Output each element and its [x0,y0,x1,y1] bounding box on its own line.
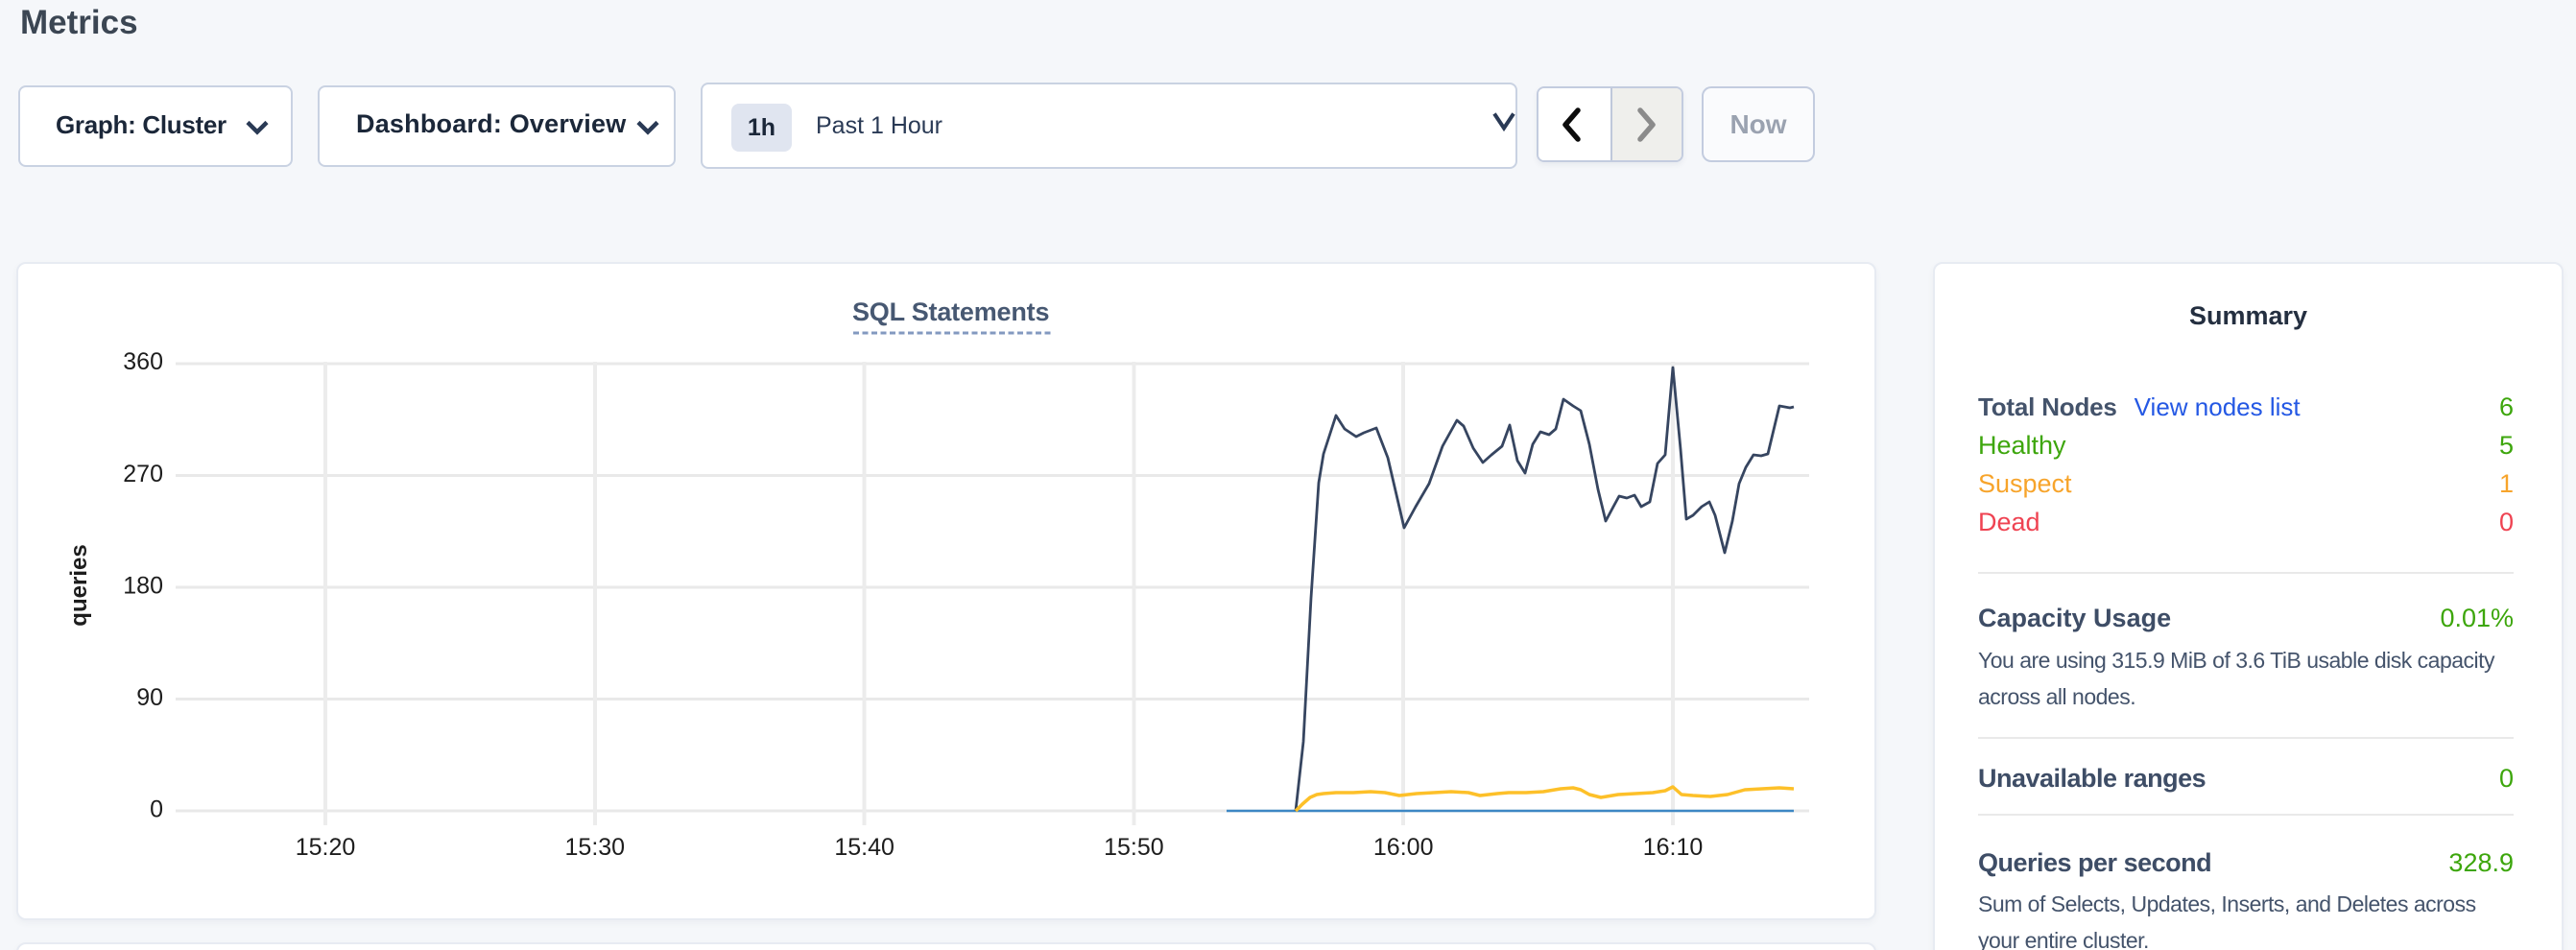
svg-text:270: 270 [123,461,163,487]
svg-text:queries: queries [66,544,92,626]
svg-text:360: 360 [123,348,163,375]
svg-text:15:20: 15:20 [296,834,356,861]
svg-text:16:10: 16:10 [1643,834,1704,861]
svg-text:0: 0 [150,796,163,823]
svg-text:16:00: 16:00 [1373,834,1434,861]
svg-text:15:30: 15:30 [565,834,626,861]
svg-text:180: 180 [123,573,163,600]
svg-text:90: 90 [136,684,163,711]
svg-text:15:50: 15:50 [1104,834,1164,861]
svg-text:15:40: 15:40 [834,834,894,861]
